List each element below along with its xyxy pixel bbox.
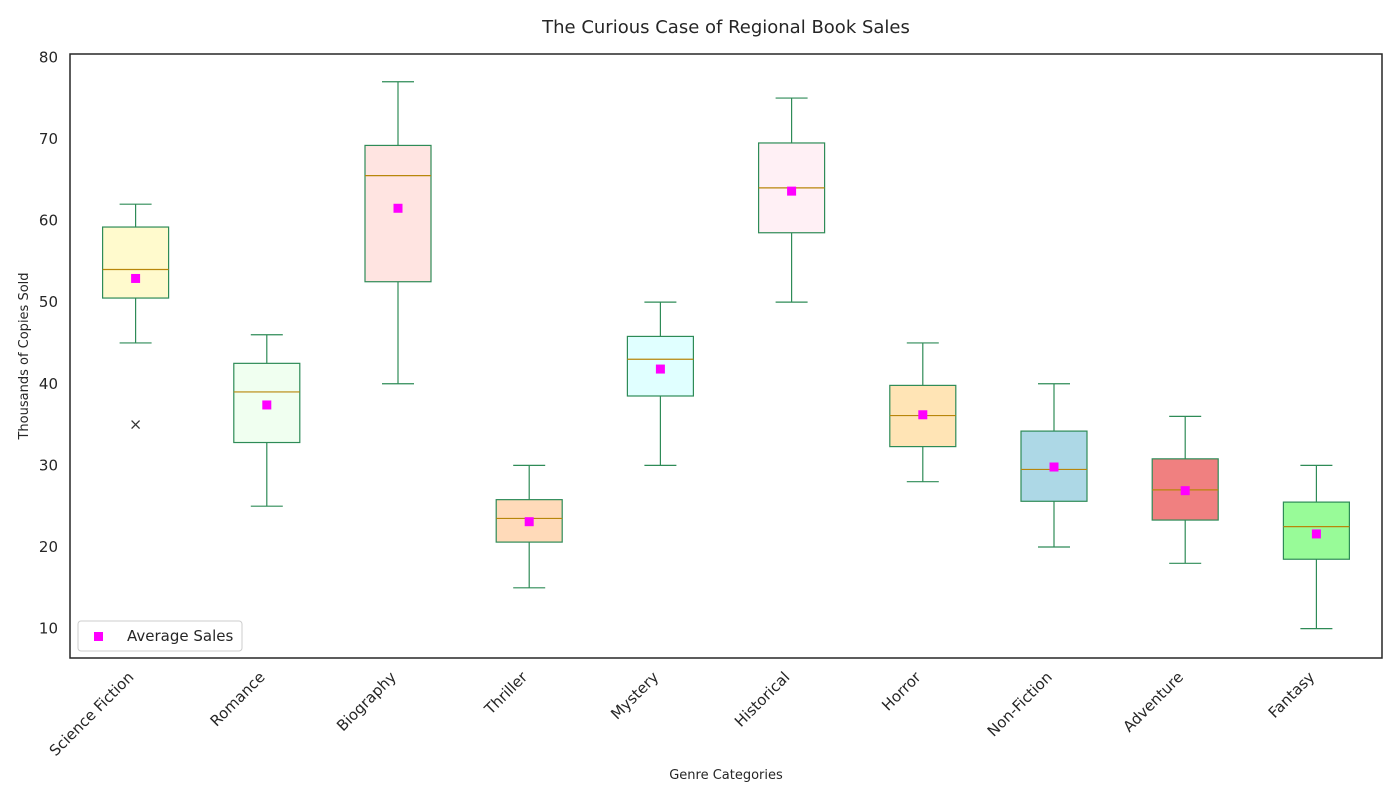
- x-axis: Science Fiction Romance Biography Thriller M…: [46, 668, 1319, 760]
- mean-marker: [524, 517, 534, 527]
- mean-marker: [262, 400, 272, 410]
- iqr-box: [101, 226, 170, 299]
- box-horror: [889, 342, 957, 483]
- box-mystery: [626, 301, 695, 466]
- mean-marker: [131, 273, 141, 283]
- box-science-fiction: [101, 203, 170, 430]
- mean-marker: [655, 364, 665, 374]
- box-non-fiction: [1020, 383, 1088, 548]
- legend: Average Sales: [77, 620, 243, 652]
- x-axis-label: Genre Categories: [669, 768, 783, 783]
- box-biography: [364, 81, 432, 385]
- y-tick-label: 30: [39, 456, 58, 474]
- y-tick-label: 50: [39, 293, 58, 311]
- x-tick-label: Fantasy: [1265, 668, 1319, 722]
- box-romance: [233, 334, 301, 507]
- box-fantasy: [1282, 464, 1351, 630]
- mean-marker: [1049, 462, 1059, 472]
- legend-label: Average Sales: [127, 627, 233, 645]
- x-tick-label: Adventure: [1119, 668, 1187, 736]
- y-tick-label: 60: [39, 212, 58, 230]
- y-tick-label: 40: [39, 375, 58, 393]
- x-tick-label: Thriller: [480, 668, 531, 719]
- legend-box: [77, 620, 243, 652]
- box-adventure: [1151, 415, 1219, 564]
- legend-mean-marker: [94, 632, 103, 641]
- plot-area: [101, 81, 1351, 630]
- iqr-box: [364, 144, 432, 283]
- x-tick-label: Science Fiction: [46, 668, 138, 760]
- mean-marker: [1180, 486, 1190, 496]
- y-tick-label: 70: [39, 130, 58, 148]
- y-axis: 10 20 30 40 50 60 70 80: [39, 48, 58, 637]
- box-thriller: [495, 464, 563, 589]
- x-tick-label: Horror: [878, 668, 925, 715]
- x-tick-label: Non-Fiction: [984, 668, 1056, 740]
- box-historical: [757, 97, 826, 303]
- mean-marker: [787, 186, 797, 196]
- x-tick-label: Mystery: [607, 668, 662, 723]
- y-tick-label: 20: [39, 538, 58, 556]
- y-tick-label: 80: [39, 48, 58, 66]
- x-tick-label: Biography: [333, 668, 400, 735]
- y-axis-label: Thousands of Copies Sold: [17, 272, 32, 440]
- mean-marker: [1311, 529, 1321, 539]
- mean-marker: [393, 203, 403, 213]
- mean-marker: [918, 410, 928, 420]
- x-tick-label: Romance: [207, 668, 269, 730]
- outlier-marker: [131, 420, 141, 430]
- chart-title: The Curious Case of Regional Book Sales: [541, 17, 910, 38]
- x-tick-label: Historical: [731, 668, 793, 730]
- y-tick-label: 10: [39, 620, 58, 638]
- plot-frame: [69, 53, 1383, 659]
